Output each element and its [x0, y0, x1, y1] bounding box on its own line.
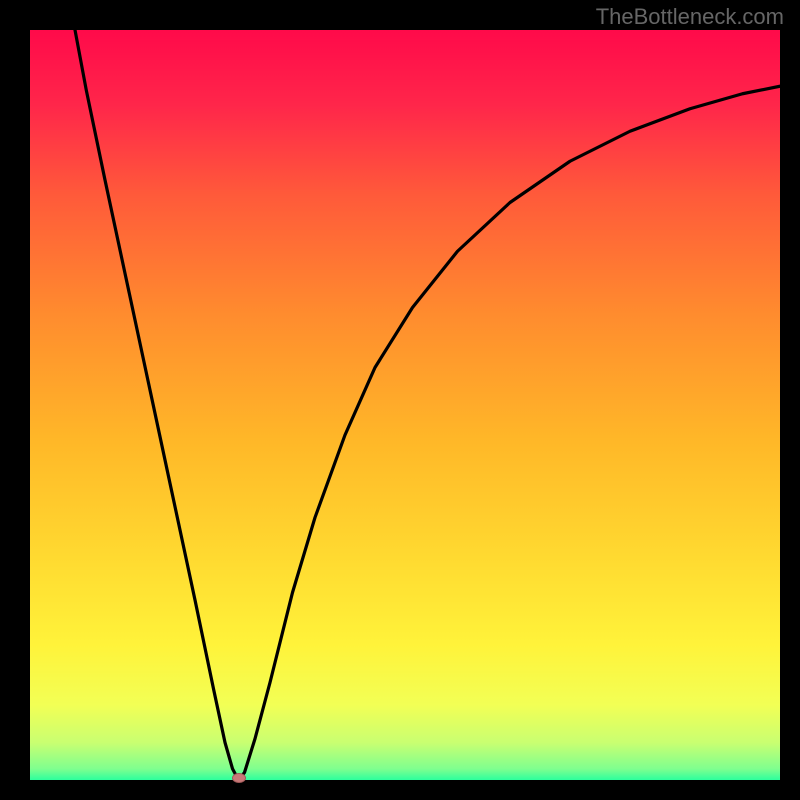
- bottleneck-curve: [75, 30, 780, 780]
- minimum-marker: [232, 773, 246, 783]
- plot-area: [30, 30, 780, 780]
- curve-svg: [30, 30, 780, 780]
- watermark-text: TheBottleneck.com: [596, 4, 784, 30]
